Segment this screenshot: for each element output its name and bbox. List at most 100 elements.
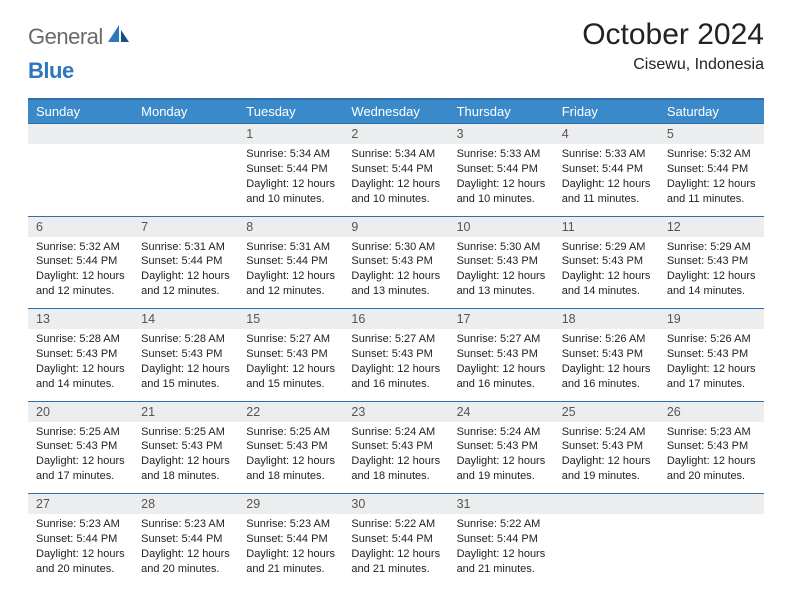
day-detail-line: Sunset: 5:43 PM (457, 254, 546, 269)
week-number-row: 2728293031 (28, 494, 764, 515)
day-body-cell: Sunrise: 5:28 AMSunset: 5:43 PMDaylight:… (28, 329, 133, 401)
day-details: Sunrise: 5:29 AMSunset: 5:43 PMDaylight:… (554, 237, 659, 305)
day-body-cell: Sunrise: 5:27 AMSunset: 5:43 PMDaylight:… (238, 329, 343, 401)
day-number: 3 (449, 124, 554, 144)
day-body-cell: Sunrise: 5:28 AMSunset: 5:43 PMDaylight:… (133, 329, 238, 401)
day-number-cell: 28 (133, 494, 238, 515)
day-number-cell: 21 (133, 401, 238, 422)
day-detail-line: Sunrise: 5:30 AM (457, 240, 546, 255)
day-body-cell (659, 514, 764, 586)
day-number-cell: 4 (554, 124, 659, 145)
day-detail-line: Sunrise: 5:24 AM (351, 425, 440, 440)
day-number-cell (554, 494, 659, 515)
day-body-cell: Sunrise: 5:31 AMSunset: 5:44 PMDaylight:… (238, 237, 343, 309)
day-body-cell: Sunrise: 5:23 AMSunset: 5:44 PMDaylight:… (133, 514, 238, 586)
day-number: 28 (133, 494, 238, 514)
day-number: 13 (28, 309, 133, 329)
week-number-row: 12345 (28, 124, 764, 145)
day-detail-line: Sunset: 5:43 PM (246, 439, 335, 454)
day-number-cell: 8 (238, 216, 343, 237)
day-detail-line: Daylight: 12 hours and 12 minutes. (246, 269, 335, 299)
day-details: Sunrise: 5:25 AMSunset: 5:43 PMDaylight:… (28, 422, 133, 490)
day-detail-line: Sunrise: 5:23 AM (246, 517, 335, 532)
day-detail-line: Sunrise: 5:26 AM (667, 332, 756, 347)
day-body-cell: Sunrise: 5:30 AMSunset: 5:43 PMDaylight:… (343, 237, 448, 309)
day-body-cell: Sunrise: 5:24 AMSunset: 5:43 PMDaylight:… (343, 422, 448, 494)
day-body-cell (554, 514, 659, 586)
day-details: Sunrise: 5:31 AMSunset: 5:44 PMDaylight:… (133, 237, 238, 305)
day-number: 25 (554, 402, 659, 422)
day-detail-line: Daylight: 12 hours and 20 minutes. (141, 547, 230, 577)
day-number-cell: 17 (449, 309, 554, 330)
day-detail-line: Sunset: 5:43 PM (351, 347, 440, 362)
day-number: 23 (343, 402, 448, 422)
day-number-cell: 23 (343, 401, 448, 422)
day-detail-line: Daylight: 12 hours and 16 minutes. (351, 362, 440, 392)
day-detail-line: Sunrise: 5:24 AM (457, 425, 546, 440)
day-detail-line: Daylight: 12 hours and 18 minutes. (246, 454, 335, 484)
day-details: Sunrise: 5:22 AMSunset: 5:44 PMDaylight:… (449, 514, 554, 582)
day-number: 15 (238, 309, 343, 329)
day-header: Friday (554, 99, 659, 124)
day-detail-line: Daylight: 12 hours and 14 minutes. (667, 269, 756, 299)
day-details: Sunrise: 5:32 AMSunset: 5:44 PMDaylight:… (28, 237, 133, 305)
week-number-row: 6789101112 (28, 216, 764, 237)
day-detail-line: Sunrise: 5:23 AM (141, 517, 230, 532)
calendar-body: 12345Sunrise: 5:34 AMSunset: 5:44 PMDayl… (28, 124, 764, 587)
day-number: 29 (238, 494, 343, 514)
day-detail-line: Daylight: 12 hours and 18 minutes. (351, 454, 440, 484)
calendar-page: General October 2024 Cisewu, Indonesia B… (0, 0, 792, 586)
day-detail-line: Daylight: 12 hours and 13 minutes. (351, 269, 440, 299)
day-number: 31 (449, 494, 554, 514)
day-body-cell: Sunrise: 5:25 AMSunset: 5:43 PMDaylight:… (28, 422, 133, 494)
day-detail-line: Sunrise: 5:32 AM (667, 147, 756, 162)
day-detail-line: Sunset: 5:44 PM (457, 162, 546, 177)
day-detail-line: Sunset: 5:43 PM (562, 439, 651, 454)
day-details: Sunrise: 5:25 AMSunset: 5:43 PMDaylight:… (133, 422, 238, 490)
day-detail-line: Sunset: 5:43 PM (667, 347, 756, 362)
day-number-cell: 12 (659, 216, 764, 237)
day-detail-line: Sunrise: 5:22 AM (351, 517, 440, 532)
day-detail-line: Sunset: 5:43 PM (351, 254, 440, 269)
day-detail-line: Sunset: 5:44 PM (562, 162, 651, 177)
day-number-cell: 10 (449, 216, 554, 237)
day-number-cell (28, 124, 133, 145)
day-header: Wednesday (343, 99, 448, 124)
day-detail-line: Sunrise: 5:33 AM (457, 147, 546, 162)
day-body-cell: Sunrise: 5:25 AMSunset: 5:43 PMDaylight:… (133, 422, 238, 494)
day-number: 20 (28, 402, 133, 422)
day-header-row: SundayMondayTuesdayWednesdayThursdayFrid… (28, 99, 764, 124)
day-number-cell: 29 (238, 494, 343, 515)
day-number-cell: 2 (343, 124, 448, 145)
day-detail-line: Daylight: 12 hours and 13 minutes. (457, 269, 546, 299)
day-detail-line: Sunset: 5:44 PM (351, 532, 440, 547)
day-number: 11 (554, 217, 659, 237)
day-body-cell: Sunrise: 5:24 AMSunset: 5:43 PMDaylight:… (554, 422, 659, 494)
day-detail-line: Sunset: 5:44 PM (141, 254, 230, 269)
week-content-row: Sunrise: 5:25 AMSunset: 5:43 PMDaylight:… (28, 422, 764, 494)
day-number-cell (659, 494, 764, 515)
day-number: 14 (133, 309, 238, 329)
day-number: 22 (238, 402, 343, 422)
day-body-cell (28, 144, 133, 216)
day-detail-line: Sunrise: 5:24 AM (562, 425, 651, 440)
day-details: Sunrise: 5:23 AMSunset: 5:44 PMDaylight:… (28, 514, 133, 582)
day-number-cell (133, 124, 238, 145)
day-number: 19 (659, 309, 764, 329)
day-detail-line: Sunset: 5:44 PM (36, 532, 125, 547)
day-detail-line: Daylight: 12 hours and 10 minutes. (246, 177, 335, 207)
day-body-cell: Sunrise: 5:30 AMSunset: 5:43 PMDaylight:… (449, 237, 554, 309)
day-number-cell: 15 (238, 309, 343, 330)
day-number-cell: 31 (449, 494, 554, 515)
day-detail-line: Sunrise: 5:29 AM (562, 240, 651, 255)
title-block: October 2024 Cisewu, Indonesia (582, 18, 764, 74)
day-number: 12 (659, 217, 764, 237)
day-detail-line: Sunset: 5:43 PM (562, 254, 651, 269)
day-detail-line: Sunrise: 5:23 AM (36, 517, 125, 532)
day-number-cell: 27 (28, 494, 133, 515)
day-number: 18 (554, 309, 659, 329)
day-number: 21 (133, 402, 238, 422)
day-detail-line: Daylight: 12 hours and 21 minutes. (246, 547, 335, 577)
day-number-cell: 5 (659, 124, 764, 145)
day-detail-line: Sunrise: 5:33 AM (562, 147, 651, 162)
